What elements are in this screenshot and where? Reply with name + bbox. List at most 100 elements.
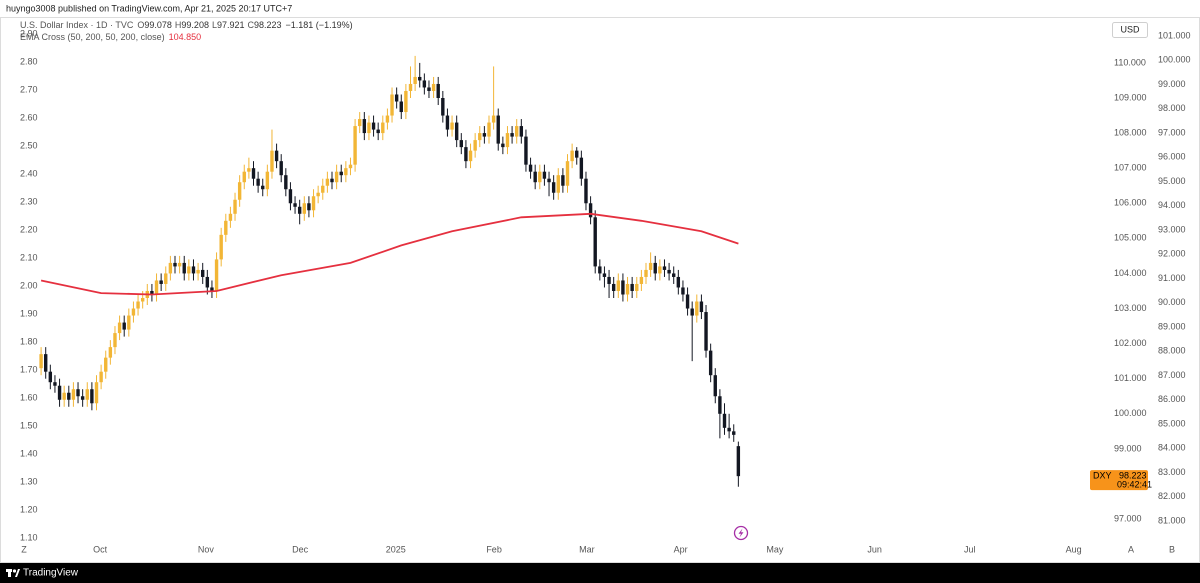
- x-tick-label: Dec: [292, 544, 309, 554]
- outer-tick-label: 91.000: [1158, 273, 1186, 283]
- candle-body: [67, 392, 71, 400]
- price-label-box: [1090, 470, 1148, 491]
- candle-body: [316, 192, 320, 197]
- candle-body: [422, 80, 427, 88]
- candle-body: [528, 164, 533, 172]
- outer-tick-label: 89.000: [1158, 321, 1186, 331]
- candle-body: [662, 266, 667, 270]
- outer-tick-label: 87.000: [1158, 370, 1186, 380]
- candle-body: [224, 220, 228, 235]
- candle-body: [708, 350, 713, 376]
- ema-name: EMA Cross (50, 200, 50, 200, close): [20, 32, 165, 42]
- candle-body: [394, 94, 399, 102]
- left-tick-label: 2.20: [20, 224, 38, 234]
- x-tick-label: Apr: [674, 544, 688, 554]
- outer-tick-label: 99.000: [1158, 79, 1186, 89]
- y-tick-label: 107.000: [1114, 163, 1147, 173]
- candle-body: [538, 171, 542, 183]
- y-tick-label: 102.000: [1114, 338, 1147, 348]
- candle-body: [510, 133, 514, 137]
- change: −1.181 (−1.19%): [286, 20, 353, 30]
- x-tick-label: Mar: [579, 544, 595, 554]
- candle-body: [718, 396, 722, 414]
- currency-button[interactable]: [1112, 22, 1148, 38]
- candle-body: [695, 301, 699, 316]
- x-tick-label: Jul: [964, 544, 976, 554]
- candle-body: [210, 287, 214, 291]
- x-tick-label: Oct: [93, 544, 108, 554]
- candle-body: [237, 182, 242, 200]
- candle-body: [251, 168, 256, 179]
- candle-body: [136, 301, 140, 309]
- candle-body: [681, 287, 685, 295]
- candle-body: [330, 178, 334, 183]
- candle-body: [418, 76, 422, 81]
- candle-body: [542, 171, 547, 179]
- candle-body: [565, 161, 570, 186]
- outer-tick-label: 85.000: [1158, 418, 1186, 428]
- candle-body: [99, 371, 103, 383]
- candle-body: [353, 126, 357, 165]
- icon-bolt[interactable]: [738, 528, 744, 538]
- candle-body: [399, 101, 403, 113]
- outer-tick-label: 93.000: [1158, 224, 1186, 234]
- outer-tick-label: 100.000: [1158, 55, 1191, 65]
- symbol-title: U.S. Dollar Index · 1D · TVC: [20, 20, 134, 30]
- outer-tick-label: 98.000: [1158, 103, 1186, 113]
- logo-part: [8, 569, 11, 577]
- outer-tick-label: 94.000: [1158, 200, 1186, 210]
- currency-label[interactable]: USD: [1120, 24, 1140, 34]
- candle-body: [187, 266, 191, 274]
- candles: [39, 55, 741, 487]
- outer-tick-label: 81.000: [1158, 515, 1186, 525]
- candle-body: [311, 196, 316, 211]
- candle-body: [533, 171, 537, 183]
- candle-body: [556, 175, 560, 193]
- scroll-button[interactable]: Z: [21, 544, 27, 554]
- ema-value: 104.850: [169, 32, 202, 42]
- y-tick-label: 105.000: [1114, 233, 1147, 243]
- candle-body: [164, 273, 168, 284]
- left-tick-label: 1.10: [20, 532, 38, 542]
- candle-body: [561, 175, 565, 186]
- outer-tick-label: 90.000: [1158, 297, 1186, 307]
- candle-body: [713, 375, 717, 397]
- candle-body: [154, 280, 159, 295]
- candle-body: [348, 164, 353, 169]
- candle-body: [191, 266, 196, 274]
- candle-body: [80, 396, 85, 400]
- candle-body: [524, 136, 528, 165]
- logo-part: [12, 569, 17, 573]
- left-tick-label: 2.90: [20, 28, 38, 38]
- outer-tick-label: 101.000: [1158, 30, 1191, 40]
- candle-body: [150, 290, 154, 295]
- candle-body: [122, 322, 126, 330]
- candle-body: [113, 333, 117, 348]
- candle-body: [593, 217, 597, 267]
- outer-tick-label: 83.000: [1158, 467, 1186, 477]
- left-tick-label: 2.50: [20, 140, 38, 150]
- lightning-icon[interactable]: [733, 525, 749, 541]
- x-tick-label: May: [766, 544, 784, 554]
- candle-body: [90, 389, 94, 404]
- candle-body: [53, 382, 57, 386]
- candle-body: [321, 185, 325, 193]
- price-label-value: 98.223: [1119, 471, 1147, 481]
- candle-body: [570, 150, 574, 162]
- publish-info: huyngo3008 published on TradingView.com,…: [6, 3, 292, 13]
- left-tick-label: 1.40: [20, 448, 38, 458]
- candle-body: [658, 266, 662, 274]
- candle-body: [648, 262, 653, 270]
- axis-button[interactable]: B: [1169, 544, 1175, 554]
- x-tick-label: Nov: [198, 544, 215, 554]
- axis-button[interactable]: A: [1128, 544, 1134, 554]
- candle-body: [690, 308, 694, 316]
- candle-body: [57, 385, 62, 400]
- left-tick-label: 1.70: [20, 364, 38, 374]
- candle-body: [630, 283, 634, 291]
- candle-body: [436, 83, 440, 98]
- candle-body: [459, 140, 463, 148]
- icon-ring[interactable]: [733, 525, 749, 541]
- candle-body: [450, 122, 454, 130]
